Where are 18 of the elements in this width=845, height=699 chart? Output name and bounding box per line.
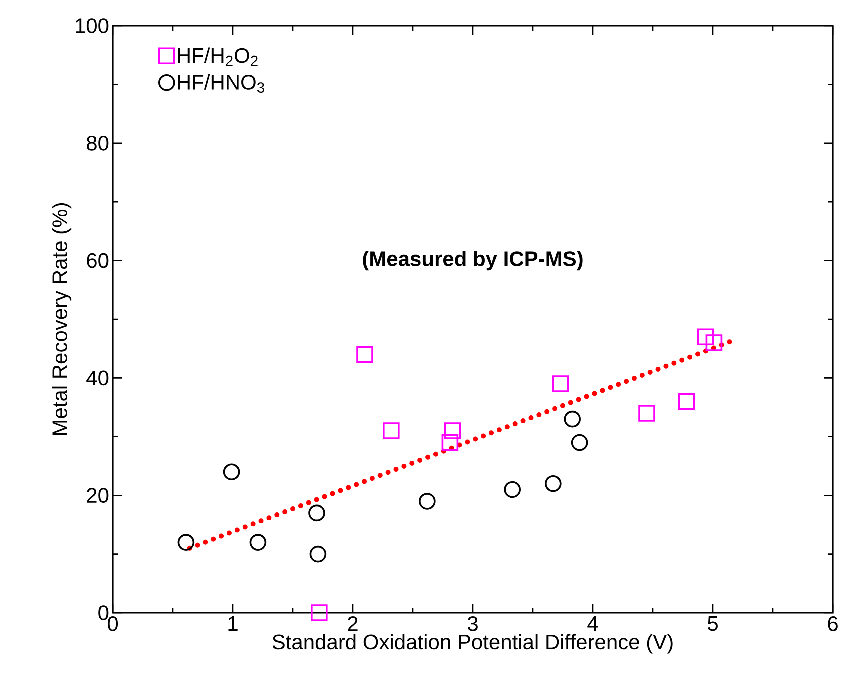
x-tick-label: 1 [228,616,238,631]
x-tick-label: 4 [588,616,598,631]
x-tick-label: 5 [708,616,718,632]
x-axis-title: Standard Oxidation Potential Difference (V) [272,634,673,654]
legend-label: HF/HNO$_{3}$ [178,74,264,93]
x-tick-label: 2 [348,616,358,632]
annotation: (Measured by ICP-MS) [363,251,583,271]
y-axis-title: Metal Recovery Rate (%) [52,204,72,436]
y-tick-label: 0 [98,606,109,620]
x-tick-label: 6 [828,616,838,632]
y-tick-label: 100 [76,18,109,34]
x-tick-label: 0 [108,616,118,632]
y-tick-label: 80 [87,136,109,151]
y-tick-label: 40 [86,370,109,386]
x-tick-label: 3 [468,616,478,632]
y-tick-label: 20 [87,488,109,504]
legend-label: HF/H$_{2}$O$_{2}$ [178,48,258,66]
y-tick-label: 60 [87,253,109,268]
